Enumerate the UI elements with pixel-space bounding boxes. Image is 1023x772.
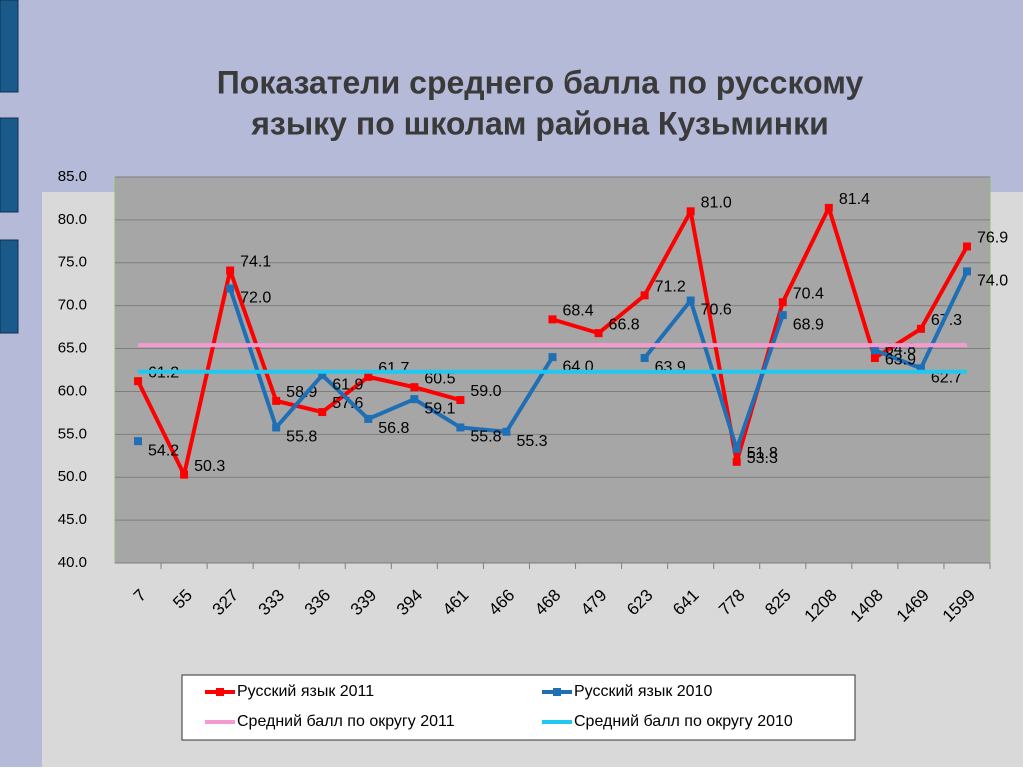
value-label: 60.5 <box>424 370 455 387</box>
value-label: 55.3 <box>516 433 547 450</box>
side-block <box>0 239 19 334</box>
legend-label: Средний балл по округу 2010 <box>574 713 793 730</box>
value-label: 54.2 <box>148 442 179 459</box>
point <box>272 423 281 432</box>
point <box>916 324 925 333</box>
y-tick-label: 75.0 <box>58 254 87 271</box>
y-tick-label: 60.0 <box>58 382 87 399</box>
legend <box>181 674 856 741</box>
legend-label: Русский язык 2011 <box>237 683 374 700</box>
point <box>962 242 971 251</box>
point <box>686 207 695 216</box>
value-label: 50.3 <box>194 458 225 475</box>
point <box>456 396 465 405</box>
y-tick-label: 55.0 <box>58 425 87 442</box>
legend-label: Средний балл по округу 2011 <box>237 713 455 730</box>
value-label: 66.8 <box>609 316 640 333</box>
value-label: 81.4 <box>839 191 870 208</box>
y-tick-label: 45.0 <box>58 511 87 528</box>
value-label: 81.0 <box>701 195 732 212</box>
point <box>410 395 419 404</box>
point <box>732 457 741 466</box>
value-label: 51.8 <box>747 445 778 462</box>
side-block <box>0 0 19 93</box>
value-label: 61.7 <box>378 360 409 377</box>
point <box>410 383 419 392</box>
point <box>548 315 557 324</box>
chart-title: Показатели среднего балла по русскому <box>217 64 864 100</box>
y-tick-label: 80.0 <box>58 211 87 228</box>
point <box>134 437 143 446</box>
point <box>594 329 603 338</box>
point <box>640 291 649 300</box>
value-label: 59.0 <box>470 383 501 400</box>
value-label: 63.9 <box>885 351 916 368</box>
point <box>318 408 327 417</box>
point <box>456 423 465 432</box>
value-label: 68.4 <box>563 303 594 320</box>
value-label: 70.4 <box>793 285 824 302</box>
y-tick-label: 40.0 <box>58 554 87 571</box>
point <box>272 396 281 405</box>
y-tick-label: 70.0 <box>58 297 87 314</box>
value-label: 62.7 <box>931 370 962 387</box>
y-tick-label: 85.0 <box>58 168 87 185</box>
point <box>732 444 741 453</box>
point <box>502 427 511 436</box>
point <box>640 353 649 362</box>
value-label: 74.1 <box>240 254 271 271</box>
point <box>870 353 879 362</box>
chart-title: языку по школам района Кузьминки <box>250 105 829 141</box>
y-tick-label: 65.0 <box>58 340 87 357</box>
point <box>548 353 557 362</box>
point <box>134 377 143 386</box>
value-label: 61.9 <box>332 376 363 393</box>
point <box>364 414 373 423</box>
point <box>226 266 235 275</box>
value-label: 56.8 <box>378 420 409 437</box>
point <box>364 372 373 381</box>
legend-marker <box>553 688 561 696</box>
side-block <box>0 117 19 213</box>
point <box>318 371 327 380</box>
value-label: 74.0 <box>977 273 1008 290</box>
point <box>686 296 695 305</box>
point <box>778 311 787 320</box>
point <box>962 267 971 276</box>
value-label: 72.0 <box>240 290 271 307</box>
value-label: 53.3 <box>747 450 778 467</box>
value-label: 55.8 <box>286 429 317 446</box>
legend-label: Русский язык 2010 <box>574 683 712 700</box>
value-label: 71.2 <box>655 279 686 296</box>
point <box>226 284 235 293</box>
point <box>870 346 879 355</box>
value-label: 67.3 <box>931 312 962 329</box>
point <box>824 203 833 212</box>
legend-marker <box>216 688 224 696</box>
point <box>180 470 189 479</box>
point <box>916 364 925 373</box>
value-label: 59.1 <box>424 400 455 417</box>
value-label: 68.9 <box>793 316 824 333</box>
value-label: 70.6 <box>701 302 732 319</box>
point <box>778 298 787 307</box>
value-label: 76.9 <box>977 230 1008 247</box>
y-tick-label: 50.0 <box>58 468 87 485</box>
value-label: 55.8 <box>470 429 501 446</box>
